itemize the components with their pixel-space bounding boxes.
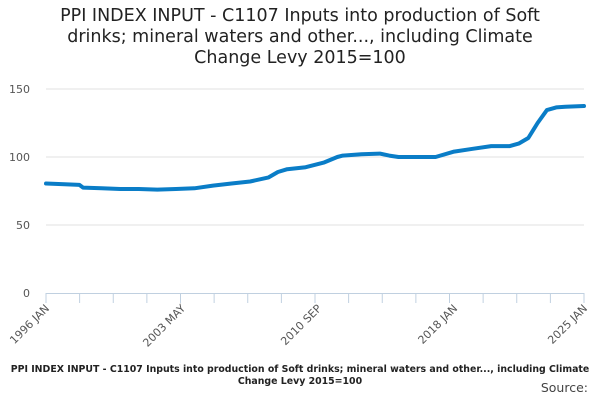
data-point — [174, 187, 178, 191]
data-point — [248, 179, 252, 183]
x-tick-label: 1996 JAN — [7, 302, 52, 347]
data-point — [508, 144, 512, 148]
footer-title: PPI INDEX INPUT - C1107 Inputs into prod… — [10, 364, 590, 387]
data-point — [378, 152, 382, 156]
source-label: Source: — [540, 380, 588, 395]
data-point — [230, 182, 234, 186]
x-tick-label: 2025 JAN — [545, 302, 590, 347]
data-point — [118, 187, 122, 191]
data-point — [415, 155, 419, 159]
y-tick-label: 150 — [9, 83, 30, 96]
data-point — [155, 188, 159, 192]
series-line — [44, 104, 586, 192]
data-point — [341, 154, 345, 158]
axes: 0 50 100 150 1996 JAN 2003 MAY 2010 SEP 2018 JA… — [7, 83, 590, 350]
data-point — [285, 167, 289, 171]
data-point — [517, 141, 521, 145]
data-point — [77, 183, 81, 187]
data-point — [434, 155, 438, 159]
data-point — [211, 184, 215, 188]
y-tick-label: 50 — [16, 219, 30, 232]
chart-title: PPI INDEX INPUT - C1107 Inputs into prod… — [60, 6, 540, 68]
data-point — [396, 155, 400, 159]
y-tick-label: 100 — [9, 151, 30, 164]
data-point — [81, 186, 85, 190]
data-point — [100, 186, 104, 190]
data-point — [554, 105, 558, 109]
data-point — [335, 155, 339, 159]
x-tick-label: 2010 SEP — [278, 302, 324, 348]
data-point — [387, 154, 391, 158]
data-point — [489, 144, 493, 148]
y-tick-label: 0 — [23, 287, 30, 300]
data-point — [267, 175, 271, 179]
series — [44, 104, 586, 192]
data-point — [137, 187, 141, 191]
data-point — [582, 104, 586, 108]
data-point — [526, 136, 530, 140]
data-point — [304, 165, 308, 169]
x-tick-label: 2018 JAN — [416, 302, 461, 347]
data-point — [44, 182, 48, 186]
data-point — [63, 182, 67, 186]
data-point — [276, 170, 280, 174]
data-point — [359, 152, 363, 156]
data-point — [322, 160, 326, 164]
x-tick-label: 2003 MAY — [140, 302, 188, 350]
data-point — [452, 150, 456, 154]
data-point — [536, 121, 540, 125]
data-point — [471, 147, 475, 151]
data-point — [563, 105, 567, 109]
grid — [46, 88, 584, 226]
data-point — [545, 108, 549, 112]
data-point — [192, 186, 196, 190]
